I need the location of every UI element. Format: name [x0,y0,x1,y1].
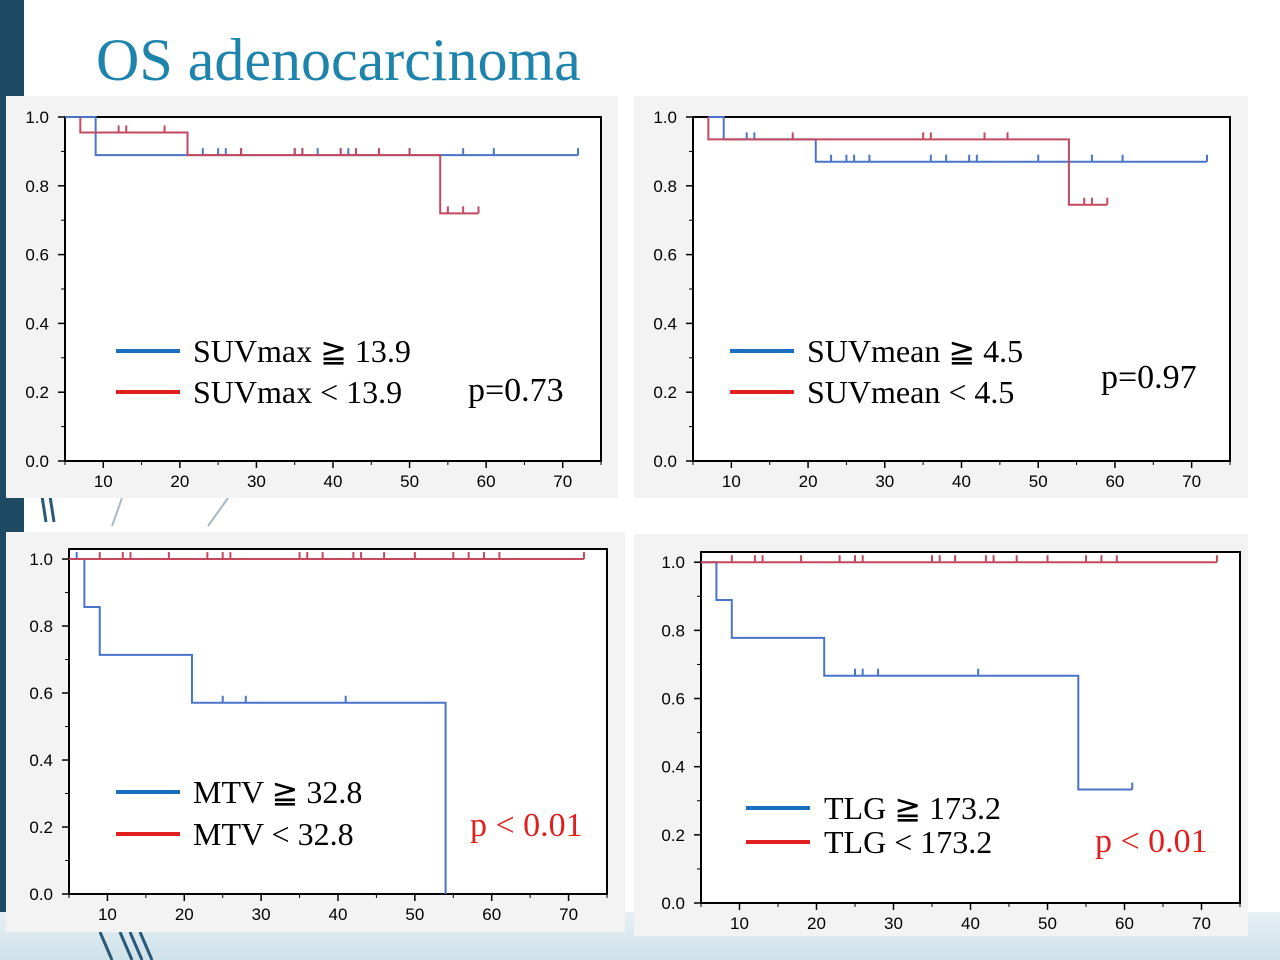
legend-label-1: TLG < 173.2 [824,824,992,860]
km-chart-mtv: 10 20 30 40 50 60 70 0.0 0.2 0.4 0.6 0.8 1.0 MTV ≧ 32… [29,548,608,924]
legend-label-1: SUVmean < 4.5 [807,374,1014,410]
y-tick-label: 0.0 [25,452,49,471]
x-tick-label: 60 [477,472,496,491]
x-tick-label: 70 [553,472,572,491]
y-tick-label: 1.0 [661,553,685,572]
x-tick-label: 10 [94,472,113,491]
y-tick-label: 0.8 [29,617,53,636]
y-tick-label: 0.2 [653,383,677,402]
legend-label-0: TLG ≧ 173.2 [824,790,1001,826]
y-tick-label: 0.4 [661,758,685,777]
x-tick-label: 30 [247,472,266,491]
km-panel-suvmean: 10 20 30 40 50 60 70 0.0 0.2 0.4 0.6 0.8 1.0 SUVmean … [634,96,1248,498]
x-tick-label: 10 [722,472,741,491]
legend-label-1: MTV < 32.8 [193,816,354,852]
x-tick-label: 50 [1029,472,1048,491]
km-chart-suvmean: 10 20 30 40 50 60 70 0.0 0.2 0.4 0.6 0.8 1.0 SUVmean … [653,108,1231,491]
km-panel-tlg: 10 20 30 40 50 60 70 0.0 0.2 0.4 0.6 0.8 1.0 TLG ≧ 17… [634,534,1248,936]
legend-label-1: SUVmax < 13.9 [193,374,402,410]
x-tick-label: 50 [400,472,419,491]
y-tick-label: 0.6 [653,246,677,265]
x-tick-label: 30 [884,914,903,933]
x-tick-label: 30 [875,472,894,491]
x-tick-label: 20 [170,472,189,491]
x-tick-label: 60 [1105,472,1124,491]
plot-frame [692,116,1231,462]
x-tick-label: 70 [559,905,578,924]
legend-label-0: MTV ≧ 32.8 [193,774,362,810]
y-tick-label: 0.8 [653,177,677,196]
x-tick-label: 10 [730,914,749,933]
y-tick-label: 0.4 [653,314,677,333]
p-value-label: p < 0.01 [470,807,583,844]
y-tick-label: 0.2 [25,383,49,402]
y-tick-label: 0.0 [29,885,53,904]
km-chart-suvmax: 10 20 30 40 50 60 70 0.0 0.2 0.4 0.6 0.8 1.0 SUVmax ≧… [25,108,602,491]
p-value-label: p=0.73 [468,372,564,409]
p-value-label: p=0.97 [1101,359,1197,396]
plot-frame [700,551,1241,904]
y-tick-label: 0.6 [661,690,685,709]
x-tick-label: 20 [807,914,826,933]
x-tick-label: 40 [952,472,971,491]
y-tick-label: 0.6 [29,684,53,703]
slide-title: OS adenocarcinoma [96,27,581,93]
y-tick-label: 0.0 [661,894,685,913]
km-series-line-0 [701,561,1133,791]
km-panel-suvmax: 10 20 30 40 50 60 70 0.0 0.2 0.4 0.6 0.8 1.0 SUVmax ≧… [6,96,618,498]
x-tick-label: 20 [799,472,818,491]
y-tick-label: 1.0 [25,108,49,127]
y-tick-label: 0.8 [25,177,49,196]
y-tick-label: 0.2 [661,826,685,845]
km-series-line-1 [79,117,479,215]
y-tick-label: 0.2 [29,818,53,837]
plot-frame [64,116,602,462]
x-tick-label: 30 [252,905,271,924]
km-series-line-0 [69,558,447,894]
y-tick-label: 0.0 [653,452,677,471]
y-tick-label: 0.8 [661,621,685,640]
km-chart-tlg: 10 20 30 40 50 60 70 0.0 0.2 0.4 0.6 0.8 1.0 TLG ≧ 17… [661,551,1241,933]
x-tick-label: 40 [961,914,980,933]
y-tick-label: 0.4 [29,751,53,770]
x-tick-label: 20 [175,905,194,924]
x-tick-label: 40 [324,472,343,491]
y-tick-label: 0.6 [25,246,49,265]
x-tick-label: 40 [329,905,348,924]
x-tick-label: 60 [1115,914,1134,933]
km-series-line-1 [707,117,1108,206]
x-tick-label: 10 [98,905,117,924]
km-panel-mtv: 10 20 30 40 50 60 70 0.0 0.2 0.4 0.6 0.8 1.0 MTV ≧ 32… [6,532,625,932]
y-tick-label: 1.0 [653,108,677,127]
x-tick-label: 70 [1192,914,1211,933]
legend-label-0: SUVmax ≧ 13.9 [193,333,411,369]
x-tick-label: 60 [482,905,501,924]
p-value-label: p < 0.01 [1095,823,1208,860]
y-tick-label: 1.0 [29,550,53,569]
x-tick-label: 50 [405,905,424,924]
x-tick-label: 70 [1182,472,1201,491]
x-tick-label: 50 [1038,914,1057,933]
y-tick-label: 0.4 [25,314,49,333]
legend-label-0: SUVmean ≧ 4.5 [807,333,1023,369]
plot-frame [68,548,608,895]
